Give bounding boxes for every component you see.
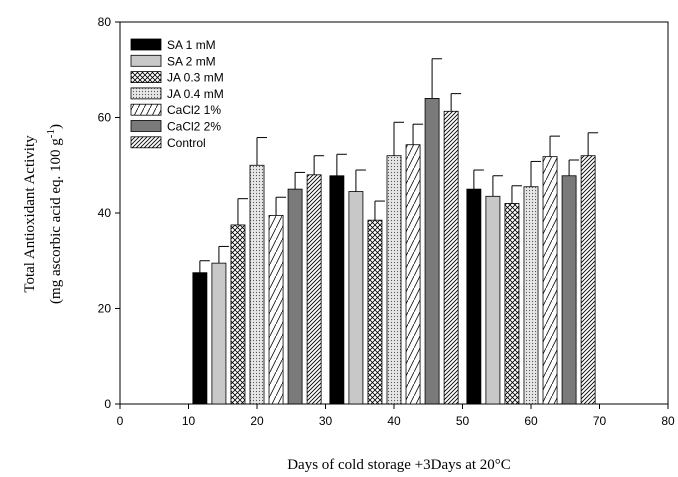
legend-label: JA 0.3 mM: [167, 71, 224, 85]
bar: [269, 215, 283, 404]
y-axis: 0 20 40 60 80: [98, 15, 120, 411]
bar: [212, 263, 226, 404]
x-tick-label: 80: [661, 414, 675, 428]
y-axis-title-line1: Total Antioxidant Activity: [22, 135, 38, 293]
bar: [486, 196, 500, 404]
legend-label: JA 0.4 mM: [167, 87, 224, 101]
x-tick-label: 50: [456, 414, 470, 428]
bar: [581, 156, 595, 404]
y-tick-label: 40: [98, 206, 112, 220]
legend-swatch: [131, 121, 161, 132]
legend-swatch: [131, 88, 161, 99]
bar: [330, 176, 344, 404]
bar: [444, 111, 458, 404]
bar: [524, 187, 538, 404]
x-tick-label: 30: [319, 414, 333, 428]
legend-swatch: [131, 104, 161, 115]
legend-label: Control: [167, 136, 206, 150]
bar: [288, 189, 302, 404]
legend-label: CaCl2 2%: [167, 120, 221, 134]
bar: [562, 176, 576, 404]
bar: [387, 156, 401, 404]
y-tick-label: 0: [104, 397, 111, 411]
y-tick-label: 60: [98, 111, 112, 125]
legend-swatch: [131, 39, 161, 50]
y-axis-title: Total Antioxidant Activity (mg ascorbic …: [22, 124, 64, 304]
x-tick-label: 20: [250, 414, 264, 428]
x-axis: 0 10 20 30 40 50 60 70 80: [117, 404, 675, 428]
x-tick-label: 0: [117, 414, 124, 428]
bar: [368, 220, 382, 404]
y-axis-title-line2-prefix: (mg ascorbic acid eq. 100 g: [48, 138, 64, 304]
legend-label: CaCl2 1%: [167, 103, 221, 117]
y-axis-title-line2: (mg ascorbic acid eq. 100 g-1): [45, 124, 64, 304]
bar: [231, 225, 245, 404]
legend-label: SA 2 mM: [167, 54, 216, 68]
legend-label: SA 1 mM: [167, 38, 216, 52]
bar: [505, 203, 519, 404]
bar: [193, 273, 207, 404]
bar: [467, 189, 481, 404]
legend-swatch: [131, 55, 161, 66]
x-tick-label: 70: [593, 414, 607, 428]
y-axis-title-line2-suffix: ): [48, 124, 64, 129]
y-axis-title-line2-sup: -1: [45, 129, 57, 138]
x-tick-label: 10: [182, 414, 196, 428]
x-axis-title: Days of cold storage +3Days at 20°C: [287, 457, 511, 473]
bar: [543, 157, 557, 404]
bar: [406, 145, 420, 404]
legend-swatch: [131, 137, 161, 148]
bar: [425, 98, 439, 404]
x-tick-label: 60: [524, 414, 538, 428]
x-tick-label: 40: [387, 414, 401, 428]
bar: [349, 192, 363, 404]
y-tick-label: 20: [98, 302, 112, 316]
legend: SA 1 mM SA 2 mM JA 0.3 mM JA 0.4 mM CaCl2 1%…: [131, 38, 224, 150]
legend-swatch: [131, 72, 161, 83]
bar: [307, 175, 321, 404]
y-tick-label: 80: [98, 15, 112, 29]
bar: [250, 165, 264, 404]
